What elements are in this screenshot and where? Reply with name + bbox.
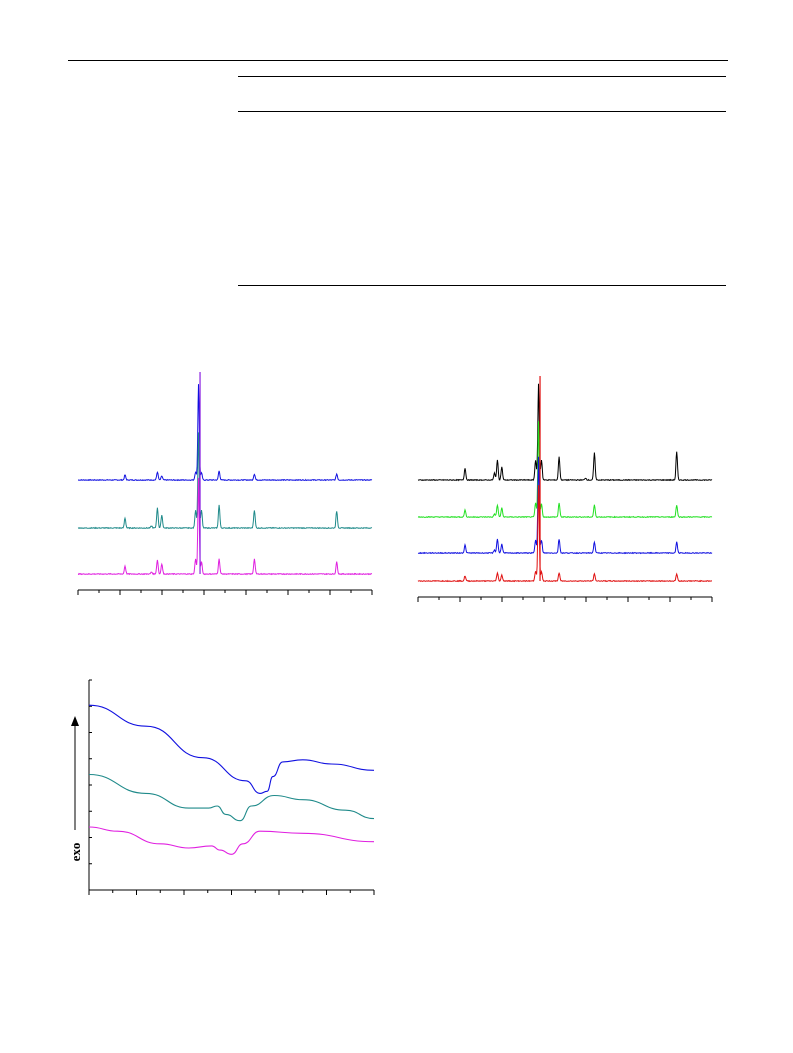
exo-arrow-head [71, 716, 79, 726]
spectrum-trace-3 [77, 477, 372, 576]
table-top-rule [238, 76, 726, 77]
spectrum-trace-4 [417, 485, 712, 583]
spectra-chart-left [77, 372, 373, 595]
dsc-curve-3 [88, 826, 375, 855]
dsc-curve-2 [88, 773, 375, 822]
spectrum-trace-1 [417, 383, 713, 482]
spectrum-trace-2 [77, 432, 373, 530]
spectrum-trace-3 [417, 456, 713, 555]
dsc-curve-1 [88, 704, 375, 794]
table-header-rule [238, 111, 726, 112]
dsc-chart: exo [68, 679, 375, 895]
spectrum-trace-1 [78, 384, 373, 482]
y-axis-label: exo [68, 843, 83, 862]
spectra-chart-right [417, 376, 713, 602]
spectrum-trace-2 [417, 421, 713, 519]
page-header-rule [68, 60, 728, 61]
table-bottom-rule [238, 285, 726, 286]
